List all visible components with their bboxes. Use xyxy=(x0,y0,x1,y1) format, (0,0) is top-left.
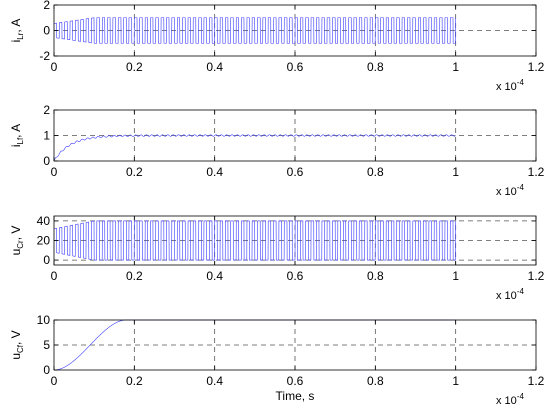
x-multiplier: x 10-4 xyxy=(496,287,524,302)
y-axis-label-unit: , A xyxy=(9,124,23,138)
y-axis-label-unit: , A xyxy=(9,19,23,33)
x-tick-label: 1 xyxy=(452,165,459,179)
x-tick-label: 0.8 xyxy=(367,269,384,283)
panel-4: 0 0.2 0.4 0.6 0.8 1 1.2 0 5 10 uCf, V x 10-4 Time, s xyxy=(9,313,545,407)
y-axis-label-sub: Lf xyxy=(16,137,25,144)
y-axis-label: iLf, A xyxy=(9,124,25,147)
x-tick-label: 0 xyxy=(51,60,58,74)
x-multiplier: x 10-4 xyxy=(496,392,524,407)
panel-2: 0 0.2 0.4 0.6 0.8 1 1.2 0 1 2 iLf, A x 10-4 xyxy=(9,103,545,198)
y-tick-label: 2 xyxy=(43,103,50,117)
x-multiplier-exp: -4 xyxy=(517,287,525,296)
y-axis-label: uCf, V xyxy=(9,330,25,359)
x-tick-label: 0 xyxy=(51,165,58,179)
y-axis-label-sub: Cr xyxy=(16,240,25,249)
x-tick-label: 0.6 xyxy=(287,374,304,388)
series-line-1 xyxy=(53,134,456,162)
series-line-1 xyxy=(53,220,456,261)
x-tick-label: 1.2 xyxy=(528,165,545,179)
y-tick-label: 0 xyxy=(43,253,50,267)
x-multiplier-exp: -4 xyxy=(517,392,525,401)
x-tick-label: 0.4 xyxy=(206,269,223,283)
series-line-1 xyxy=(53,17,456,44)
x-tick-label: 1.2 xyxy=(528,60,545,74)
x-tick-label: 0.8 xyxy=(367,374,384,388)
x-multiplier-exp: -4 xyxy=(517,78,525,87)
x-tick-label: 1.2 xyxy=(528,269,545,283)
x-multiplier: x 10-4 xyxy=(496,183,524,198)
y-tick-label: 10 xyxy=(37,313,51,327)
y-axis-label-main: i xyxy=(9,40,23,43)
x-tick-label: 0 xyxy=(51,269,58,283)
y-tick-label: 5 xyxy=(43,338,50,352)
x-tick-label: 1 xyxy=(452,60,459,74)
x-tick-label: 0.8 xyxy=(367,165,384,179)
x-tick-label: 0.6 xyxy=(287,165,304,179)
y-axis-label: iLr, A xyxy=(9,19,25,43)
x-tick-label: 0.2 xyxy=(126,374,143,388)
x-tick-label: 0 xyxy=(51,374,58,388)
x-tick-label: 1.2 xyxy=(528,374,545,388)
x-tick-label: 0.4 xyxy=(206,165,223,179)
y-axis-label: uCr, V xyxy=(9,226,25,256)
x-tick-label: 0.4 xyxy=(206,374,223,388)
y-axis-label-main: i xyxy=(9,145,23,148)
x-tick-label: 1 xyxy=(452,374,459,388)
y-axis-label-sub: Cf xyxy=(16,344,25,353)
x-multiplier-base: x 10 xyxy=(496,81,517,93)
y-axis-label-sub: Lr xyxy=(16,32,25,39)
x-axis-label: Time, s xyxy=(276,389,315,403)
y-tick-label: 40 xyxy=(37,214,51,228)
x-tick-label: 0.2 xyxy=(126,60,143,74)
x-multiplier-exp: -4 xyxy=(517,183,525,192)
x-tick-label: 0.2 xyxy=(126,269,143,283)
y-axis-label-unit: , V xyxy=(9,226,23,241)
y-axis-label-unit: , V xyxy=(9,330,23,345)
y-tick-label: 0 xyxy=(43,24,50,38)
y-axis-label-main: u xyxy=(9,353,23,360)
y-tick-label: -2 xyxy=(39,49,50,63)
x-multiplier-base: x 10 xyxy=(496,186,517,198)
y-tick-label: 0 xyxy=(43,363,50,377)
x-tick-label: 0.6 xyxy=(287,60,304,74)
y-axis-label-main: u xyxy=(9,249,23,256)
y-tick-label: 20 xyxy=(37,234,51,248)
x-multiplier: x 10-4 xyxy=(496,78,524,93)
y-tick-label: 1 xyxy=(43,129,50,143)
y-tick-label: 0 xyxy=(43,154,50,168)
panel-3: 0 0.2 0.4 0.6 0.8 1 1.2 0 20 40 uCr, V x 10-4 xyxy=(9,214,545,302)
x-tick-label: 0.2 xyxy=(126,165,143,179)
x-tick-label: 1 xyxy=(452,269,459,283)
x-multiplier-base: x 10 xyxy=(496,395,517,407)
y-tick-label: 2 xyxy=(43,0,50,12)
x-tick-label: 0.4 xyxy=(206,60,223,74)
x-tick-label: 0.6 xyxy=(287,269,304,283)
x-tick-label: 0.8 xyxy=(367,60,384,74)
x-multiplier-base: x 10 xyxy=(496,290,517,302)
